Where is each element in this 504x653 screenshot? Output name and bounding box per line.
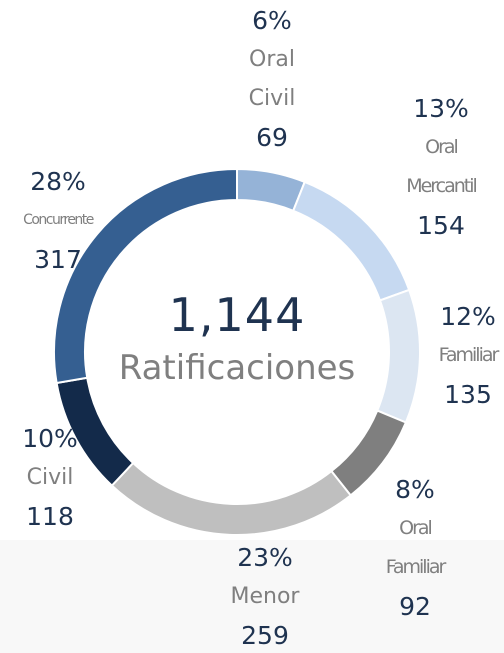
donut-segment (110, 461, 353, 536)
percent-label: 23% (237, 543, 293, 572)
category-label: Concurrente (23, 212, 94, 228)
category-label: Oral Civil (248, 47, 296, 111)
category-label: Oral Mercantil (406, 136, 478, 197)
donut-segment (291, 180, 411, 302)
value-label: 154 (417, 211, 465, 240)
percent-label: 13% (413, 94, 469, 123)
category-label: Familiar (438, 344, 500, 366)
data-label: 8% Oral Familiar 92 (385, 470, 447, 626)
background-band (0, 540, 504, 653)
percent-label: 8% (395, 475, 435, 504)
data-label: 28% Concurrente 317 (23, 162, 94, 279)
value-label: 259 (241, 621, 289, 650)
percent-label: 10% (22, 424, 78, 453)
data-label: 6% Oral Civil 69 (249, 1, 296, 157)
percent-label: 28% (30, 167, 86, 196)
category-label: Civil (26, 465, 74, 490)
data-label: 12% Familiar 135 (438, 297, 500, 414)
category-label: Oral Familiar (385, 517, 447, 578)
center-title: 1,144 (168, 288, 306, 342)
donut-segment (375, 288, 421, 424)
value-label: 135 (444, 380, 492, 409)
data-label: 23% Menor 259 (231, 538, 300, 653)
value-label: 317 (34, 245, 82, 274)
data-label: 10% Civil 118 (22, 419, 78, 536)
value-label: 92 (399, 592, 431, 621)
percent-label: 6% (252, 6, 292, 35)
data-label: 13% Oral Mercantil 154 (406, 89, 478, 245)
donut-segment (236, 167, 307, 213)
category-label: Menor (230, 584, 300, 609)
center-subtitle: Ratificaciones (118, 348, 356, 388)
value-label: 118 (26, 502, 74, 531)
donut-segment (53, 167, 238, 385)
percent-label: 12% (440, 302, 496, 331)
value-label: 69 (256, 123, 288, 152)
